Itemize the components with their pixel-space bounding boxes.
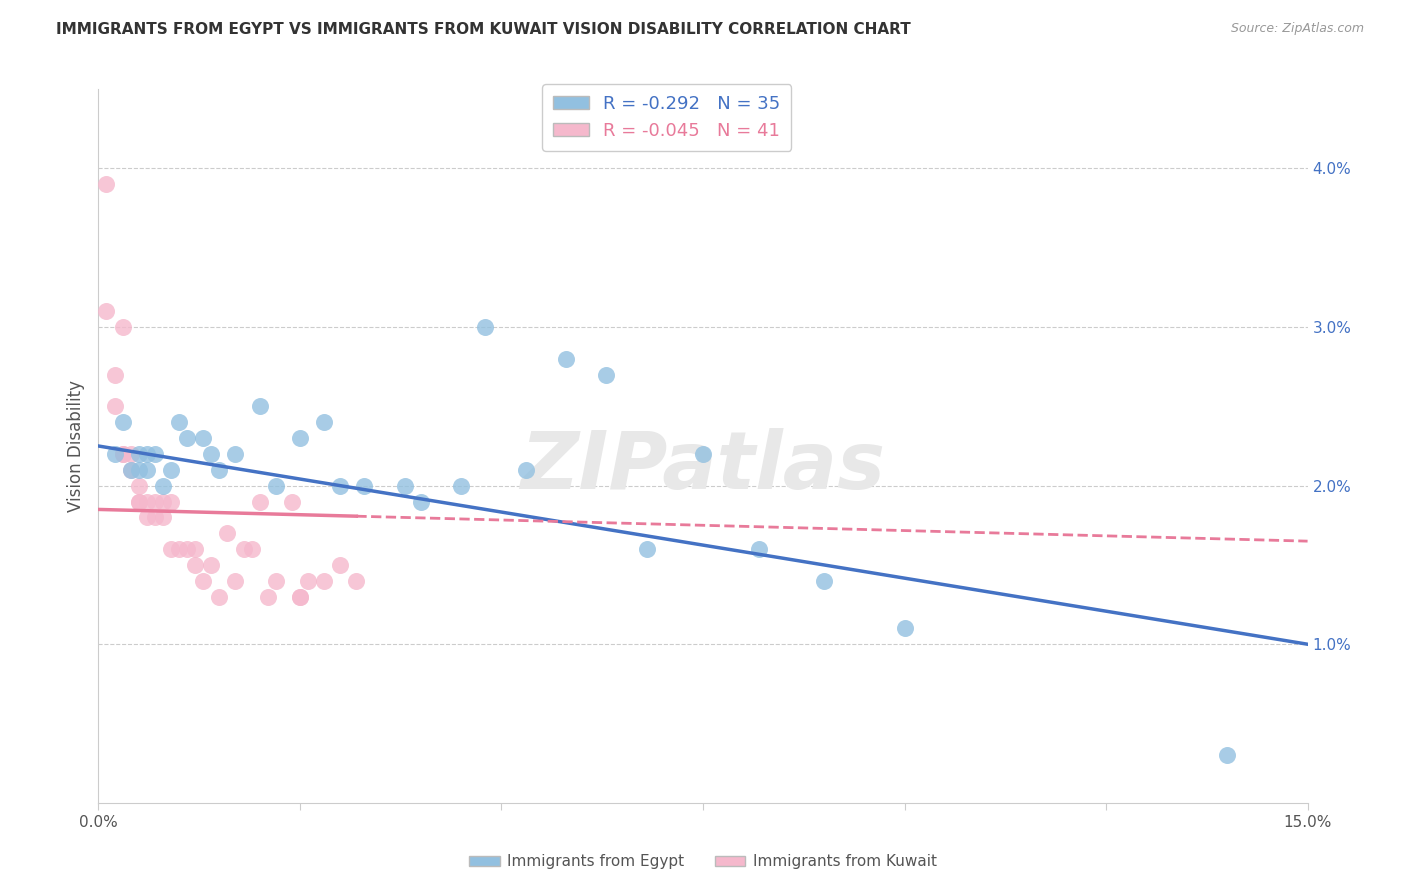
Point: [264, 478, 287, 492]
Point: [692, 447, 714, 461]
Point: [249, 494, 271, 508]
Point: [167, 542, 190, 557]
Point: [128, 463, 150, 477]
Point: [232, 542, 254, 557]
Point: [224, 447, 246, 461]
Point: [128, 494, 150, 508]
Point: [288, 431, 311, 445]
Point: [813, 574, 835, 588]
Point: [160, 463, 183, 477]
Point: [120, 463, 142, 477]
Point: [208, 590, 231, 604]
Point: [120, 447, 142, 461]
Point: [264, 574, 287, 588]
Point: [135, 494, 157, 508]
Point: [103, 447, 125, 461]
Point: [160, 542, 183, 557]
Legend: Immigrants from Egypt, Immigrants from Kuwait: Immigrants from Egypt, Immigrants from K…: [463, 848, 943, 875]
Point: [224, 574, 246, 588]
Point: [128, 447, 150, 461]
Point: [450, 478, 472, 492]
Point: [288, 590, 311, 604]
Point: [193, 574, 215, 588]
Point: [184, 542, 207, 557]
Point: [344, 574, 367, 588]
Point: [143, 447, 166, 461]
Point: [748, 542, 770, 557]
Legend: R = -0.292   N = 35, R = -0.045   N = 41: R = -0.292 N = 35, R = -0.045 N = 41: [541, 84, 792, 151]
Point: [152, 510, 174, 524]
Point: [1216, 748, 1239, 763]
Point: [111, 447, 134, 461]
Point: [135, 510, 157, 524]
Point: [256, 590, 278, 604]
Point: [595, 368, 617, 382]
Point: [184, 558, 207, 572]
Point: [193, 431, 215, 445]
Point: [217, 526, 239, 541]
Point: [281, 494, 304, 508]
Point: [297, 574, 319, 588]
Point: [143, 510, 166, 524]
Point: [103, 400, 125, 414]
Point: [288, 590, 311, 604]
Point: [555, 351, 578, 366]
Point: [167, 415, 190, 429]
Point: [120, 463, 142, 477]
Point: [135, 447, 157, 461]
Point: [893, 621, 915, 635]
Point: [636, 542, 658, 557]
Point: [240, 542, 263, 557]
Point: [96, 304, 118, 318]
Point: [394, 478, 416, 492]
Point: [515, 463, 537, 477]
Point: [474, 320, 496, 334]
Point: [111, 320, 134, 334]
Point: [128, 494, 150, 508]
Point: [176, 431, 198, 445]
Point: [200, 558, 222, 572]
Point: [208, 463, 231, 477]
Point: [152, 478, 174, 492]
Point: [200, 447, 222, 461]
Point: [111, 447, 134, 461]
Point: [409, 494, 432, 508]
Point: [329, 558, 352, 572]
Point: [314, 574, 336, 588]
Point: [152, 494, 174, 508]
Text: ZIPatlas: ZIPatlas: [520, 428, 886, 507]
Point: [176, 542, 198, 557]
Point: [249, 400, 271, 414]
Point: [111, 415, 134, 429]
Point: [314, 415, 336, 429]
Point: [96, 178, 118, 192]
Point: [160, 494, 183, 508]
Y-axis label: Vision Disability: Vision Disability: [66, 380, 84, 512]
Text: IMMIGRANTS FROM EGYPT VS IMMIGRANTS FROM KUWAIT VISION DISABILITY CORRELATION CH: IMMIGRANTS FROM EGYPT VS IMMIGRANTS FROM…: [56, 22, 911, 37]
Point: [103, 368, 125, 382]
Point: [143, 494, 166, 508]
Text: Source: ZipAtlas.com: Source: ZipAtlas.com: [1230, 22, 1364, 36]
Point: [135, 463, 157, 477]
Point: [329, 478, 352, 492]
Point: [353, 478, 375, 492]
Point: [128, 478, 150, 492]
